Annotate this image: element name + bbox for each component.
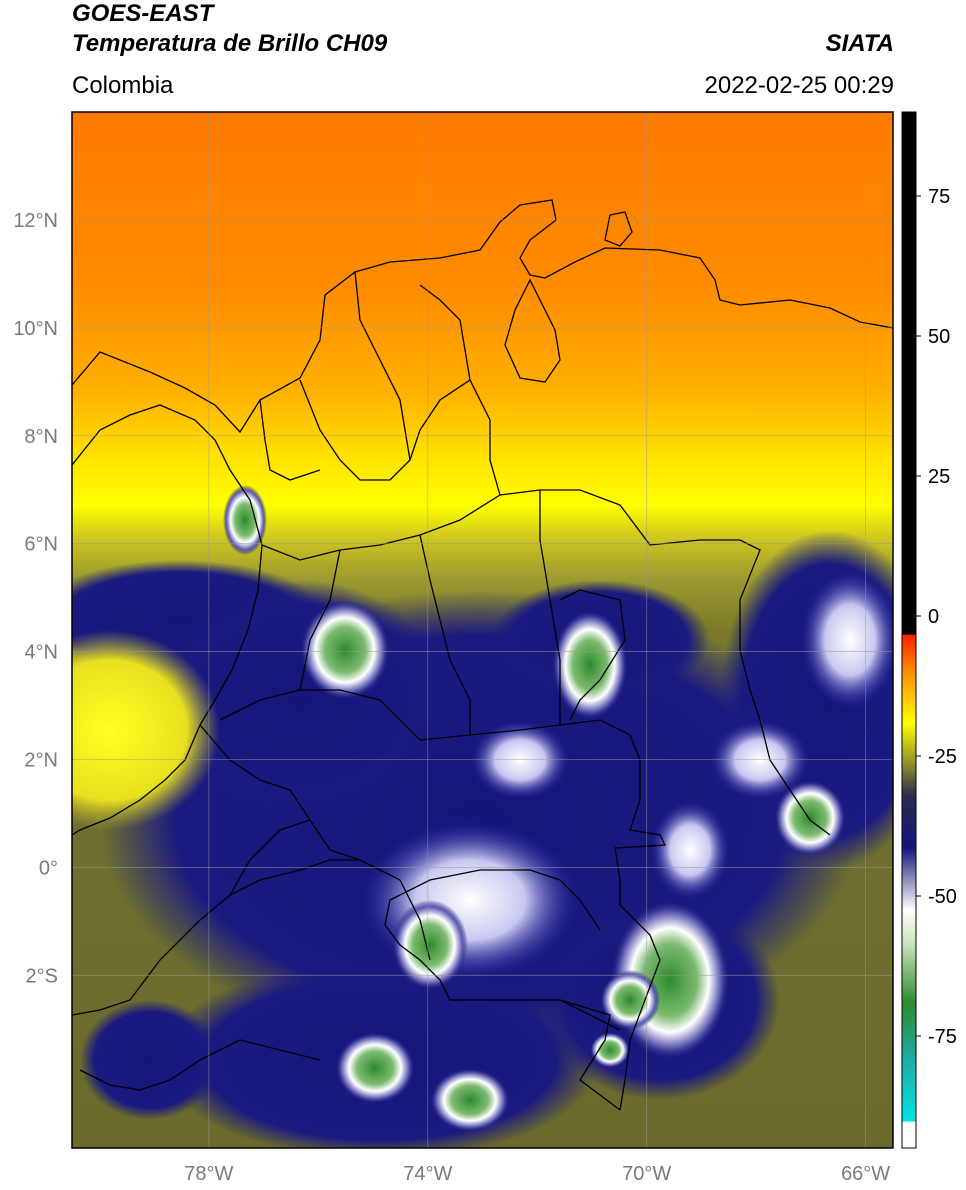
colorbar-ticks: 75 50 25 0 -25 -50 -75 bbox=[916, 186, 957, 1048]
colorbar-tick-label: -25 bbox=[928, 746, 957, 768]
datetime-label: 2022-02-25 00:29 bbox=[704, 72, 895, 99]
lat-tick-label: 12°N bbox=[13, 210, 58, 232]
colorbar-tick-label: 25 bbox=[928, 466, 950, 488]
lat-tick-label: 10°N bbox=[13, 318, 58, 340]
map-frame bbox=[71, 111, 894, 1149]
map-gridlines bbox=[72, 112, 893, 1148]
lon-tick-label: 66°W bbox=[841, 1163, 890, 1185]
lat-tick-label: 2°S bbox=[26, 965, 58, 987]
lat-tick-label: 8°N bbox=[24, 426, 58, 448]
lat-tick-label: 6°N bbox=[24, 534, 58, 556]
colorbar-tick-label: 75 bbox=[928, 186, 950, 208]
country-borders bbox=[72, 199, 893, 1111]
colorbar-tick-label: -50 bbox=[928, 886, 957, 908]
lat-tick-label: 4°N bbox=[24, 642, 58, 664]
lon-tick-label: 74°W bbox=[403, 1163, 452, 1185]
brand-label: SIATA bbox=[825, 30, 894, 57]
colorbar-tick-label: 50 bbox=[928, 326, 950, 348]
colorbar-tick-label: -75 bbox=[928, 1026, 957, 1048]
longitude-labels: 78°W 74°W 70°W 66°W bbox=[184, 1163, 890, 1185]
lat-tick-label: 0° bbox=[39, 857, 58, 879]
colorbar bbox=[902, 112, 916, 1148]
satellite-image bbox=[72, 112, 893, 1148]
lon-tick-label: 70°W bbox=[622, 1163, 671, 1185]
colorbar-tick-label: 0 bbox=[928, 606, 939, 628]
latitude-labels: 12°N 10°N 8°N 6°N 4°N 2°N 0° 2°S bbox=[13, 210, 58, 987]
lon-tick-label: 78°W bbox=[184, 1163, 233, 1185]
colorbar-frame bbox=[901, 111, 917, 1149]
title-line-2: Temperatura de Brillo CH09 bbox=[72, 30, 388, 57]
region-label: Colombia bbox=[72, 72, 174, 99]
title-line-1: GOES-EAST bbox=[72, 0, 214, 27]
lat-tick-label: 2°N bbox=[24, 750, 58, 772]
